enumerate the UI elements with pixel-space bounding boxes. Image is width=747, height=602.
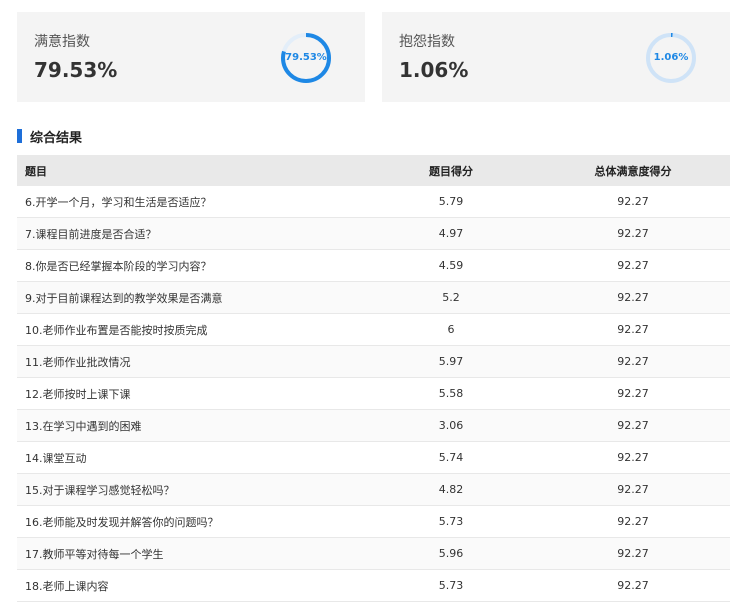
question-cell: 17.教师平等对待每一个学生 xyxy=(17,537,366,570)
table-row: 14.课堂互动 5.74 92.27 xyxy=(17,441,730,474)
overall-score-cell: 92.27 xyxy=(536,313,730,346)
question-score-cell: 5.58 xyxy=(366,377,536,410)
question-cell: 8.你是否已经掌握本阶段的学习内容？ xyxy=(17,249,366,282)
overall-score-cell: 92.27 xyxy=(536,217,730,250)
header-question: 题目 xyxy=(17,155,366,186)
table-row: 6.开学一个月，学习和生活是否适应？ 5.79 92.27 xyxy=(17,186,730,218)
table-row: 12.老师按时上课下课 5.58 92.27 xyxy=(17,377,730,410)
satisfaction-card: 满意指数 79.53% 79.53% xyxy=(17,12,365,102)
question-cell: 12.老师按时上课下课 xyxy=(17,377,366,410)
overall-score-cell: 92.27 xyxy=(536,537,730,570)
question-cell: 7.课程目前进度是否合适？ xyxy=(17,217,366,250)
complaint-value: 1.06% xyxy=(399,58,469,82)
table-row: 11.老师作业批改情况 5.97 92.27 xyxy=(17,345,730,378)
overall-score-cell: 92.27 xyxy=(536,186,730,218)
table-row: 13.在学习中遇到的困难 3.06 92.27 xyxy=(17,409,730,442)
question-cell: 9.对于目前课程达到的教学效果是否满意 xyxy=(17,281,366,314)
table-row: 17.教师平等对待每一个学生 5.96 92.27 xyxy=(17,537,730,570)
table-row: 9.对于目前课程达到的教学效果是否满意 5.2 92.27 xyxy=(17,281,730,314)
question-cell: 6.开学一个月，学习和生活是否适应？ xyxy=(17,186,366,218)
results-table: 题目 题目得分 总体满意度得分 6.开学一个月，学习和生活是否适应？ 5.79 92… xyxy=(17,155,730,602)
table-row: 8.你是否已经掌握本阶段的学习内容？ 4.59 92.27 xyxy=(17,249,730,282)
satisfaction-label: 满意指数 xyxy=(34,34,90,50)
section-title: 综合结果 xyxy=(30,130,83,146)
section-marker xyxy=(17,129,22,143)
question-cell: 16.老师能及时发现并解答你的问题吗？ xyxy=(17,505,366,538)
overall-score-cell: 92.27 xyxy=(536,377,730,410)
section-header: 综合结果 xyxy=(17,128,83,146)
satisfaction-ring: 79.53% xyxy=(280,32,332,84)
table-row: 15.对于课程学习感觉轻松吗？ 4.82 92.27 xyxy=(17,473,730,506)
question-score-cell: 5.73 xyxy=(366,569,536,602)
complaint-card: 抱怨指数 1.06% 1.06% xyxy=(382,12,730,102)
question-score-cell: 3.06 xyxy=(366,409,536,442)
overall-score-cell: 92.27 xyxy=(536,505,730,538)
table-header-row: 题目 题目得分 总体满意度得分 xyxy=(17,155,730,186)
question-score-cell: 5.2 xyxy=(366,281,536,314)
satisfaction-ring-text: 79.53% xyxy=(285,52,327,63)
question-cell: 14.课堂互动 xyxy=(17,441,366,474)
header-overall-score: 总体满意度得分 xyxy=(536,155,730,186)
overall-score-cell: 92.27 xyxy=(536,409,730,442)
question-score-cell: 4.59 xyxy=(366,249,536,282)
question-cell: 13.在学习中遇到的困难 xyxy=(17,409,366,442)
question-cell: 11.老师作业批改情况 xyxy=(17,345,366,378)
question-score-cell: 5.73 xyxy=(366,505,536,538)
overall-score-cell: 92.27 xyxy=(536,473,730,506)
complaint-label: 抱怨指数 xyxy=(399,34,455,50)
overall-score-cell: 92.27 xyxy=(536,441,730,474)
question-score-cell: 5.96 xyxy=(366,537,536,570)
overall-score-cell: 92.27 xyxy=(536,281,730,314)
satisfaction-value: 79.53% xyxy=(34,58,118,82)
question-score-cell: 5.74 xyxy=(366,441,536,474)
header-question-score: 题目得分 xyxy=(366,155,536,186)
complaint-ring-text: 1.06% xyxy=(653,52,689,63)
question-score-cell: 5.97 xyxy=(366,345,536,378)
complaint-ring: 1.06% xyxy=(645,32,697,84)
question-score-cell: 6 xyxy=(366,313,536,346)
table-row: 16.老师能及时发现并解答你的问题吗？ 5.73 92.27 xyxy=(17,505,730,538)
overall-score-cell: 92.27 xyxy=(536,569,730,602)
question-score-cell: 4.82 xyxy=(366,473,536,506)
question-cell: 15.对于课程学习感觉轻松吗？ xyxy=(17,473,366,506)
overall-score-cell: 92.27 xyxy=(536,249,730,282)
table-row: 7.课程目前进度是否合适？ 4.97 92.27 xyxy=(17,217,730,250)
question-score-cell: 4.97 xyxy=(366,217,536,250)
question-score-cell: 5.79 xyxy=(366,186,536,218)
question-cell: 10.老师作业布置是否能按时按质完成 xyxy=(17,313,366,346)
question-cell: 18.老师上课内容 xyxy=(17,569,366,602)
overall-score-cell: 92.27 xyxy=(536,345,730,378)
table-row: 10.老师作业布置是否能按时按质完成 6 92.27 xyxy=(17,313,730,346)
table-row: 18.老师上课内容 5.73 92.27 xyxy=(17,569,730,602)
